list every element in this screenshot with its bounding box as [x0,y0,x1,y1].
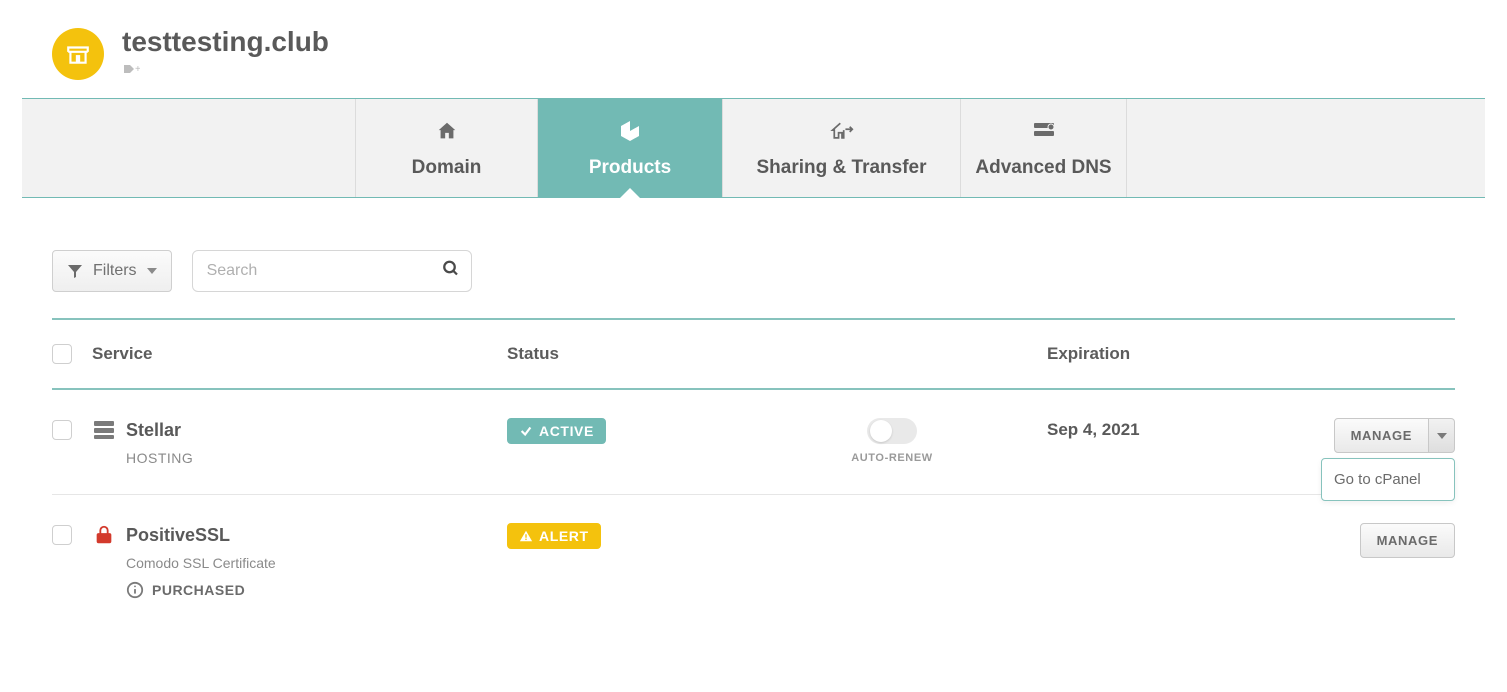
table-header: Service Status Expiration [52,320,1455,388]
box-icon [618,119,642,143]
check-icon [519,424,533,438]
manage-button[interactable]: MANAGE [1334,418,1429,453]
brand-logo [52,28,104,80]
column-service: Service [92,344,507,364]
status-badge: ALERT [507,523,601,549]
tabs-bar: Domain Products Sharing & Transfer Advan… [22,98,1485,198]
table-row: PositiveSSL Comodo SSL Certificate PURCH… [52,495,1455,627]
service-name: Stellar [126,420,181,441]
tab-advanced-dns[interactable]: Advanced DNS [961,99,1127,197]
transfer-icon [830,119,854,143]
tab-sharing-transfer[interactable]: Sharing & Transfer [723,99,961,197]
info-icon [126,581,144,599]
server-icon [92,418,116,442]
tag-add-icon[interactable]: + [124,62,329,78]
dns-icon [1032,119,1056,143]
chevron-down-icon [1437,433,1447,439]
table-row: Stellar HOSTING ACTIVE AUTO-RENEW [52,390,1455,495]
search-input[interactable] [192,250,472,292]
tab-label: Sharing & Transfer [757,157,927,179]
status-badge: ACTIVE [507,418,606,444]
service-name: PositiveSSL [126,525,230,546]
service-subtype: HOSTING [92,450,507,466]
filters-label: Filters [93,262,137,280]
tab-products[interactable]: Products [538,99,723,197]
row-checkbox[interactable] [52,420,72,440]
manage-button[interactable]: MANAGE [1360,523,1455,558]
chevron-down-icon [147,268,157,274]
home-icon [435,119,459,143]
autorenew-toggle[interactable] [867,418,917,444]
page-title: testtesting.club [122,28,329,56]
tab-label: Advanced DNS [975,157,1111,179]
dropdown-item-cpanel[interactable]: Go to cPanel [1322,459,1454,500]
manage-dropdown-toggle[interactable] [1429,418,1455,453]
expiration-date: Sep 4, 2021 [1047,418,1315,440]
status-text: ACTIVE [539,423,594,439]
service-meta: PURCHASED [152,582,245,598]
autorenew-label: AUTO-RENEW [851,452,933,464]
tab-label: Products [589,157,671,179]
tab-domain[interactable]: Domain [356,99,538,197]
service-subtype: Comodo SSL Certificate [92,555,507,571]
lock-icon [92,523,116,547]
status-text: ALERT [539,528,589,544]
select-all-checkbox[interactable] [52,344,72,364]
column-expiration: Expiration [1047,344,1315,364]
warning-icon [519,529,533,543]
tab-label: Domain [412,157,482,179]
row-checkbox[interactable] [52,525,72,545]
column-status: Status [507,344,737,364]
svg-text:+: + [135,64,140,75]
funnel-icon [67,263,83,279]
filters-button[interactable]: Filters [52,250,172,292]
